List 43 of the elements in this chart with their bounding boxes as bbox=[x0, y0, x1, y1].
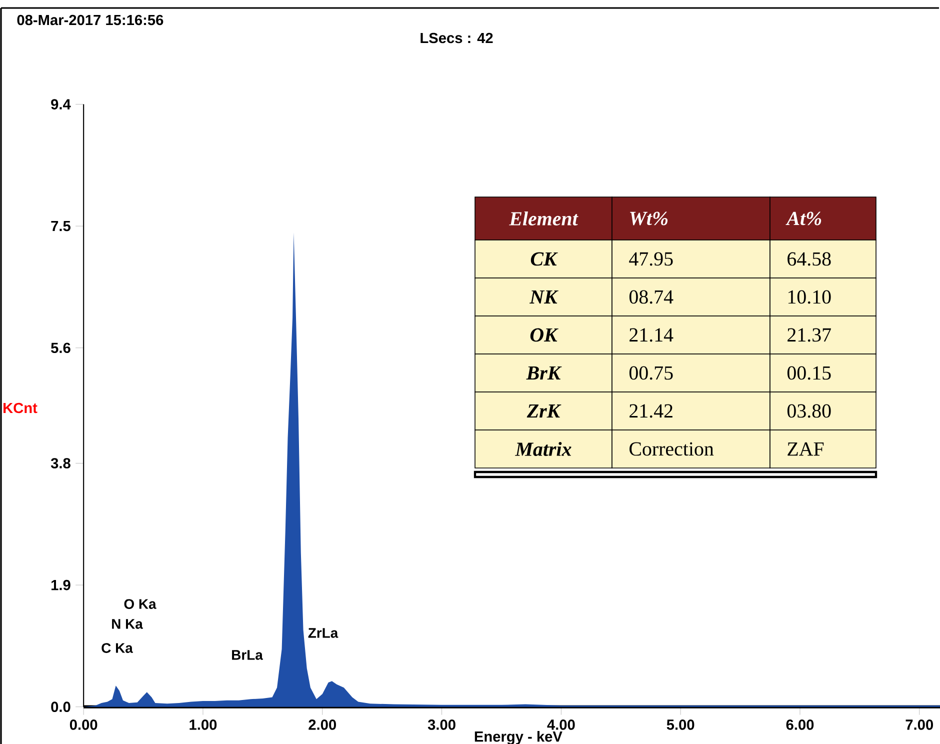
annotation: 03.80 bbox=[787, 404, 831, 418]
annotation: CK bbox=[530, 252, 558, 266]
annotation: 47.95 bbox=[629, 252, 673, 266]
annotation: 21.14 bbox=[630, 328, 674, 342]
annotation: 21.37 bbox=[788, 328, 831, 342]
annotation: O Ka bbox=[124, 599, 156, 609]
annotation: Element bbox=[509, 212, 578, 226]
annotation: Matrix bbox=[515, 442, 572, 456]
y-tick-label: 9.4 bbox=[51, 99, 71, 110]
text: LSecs : 42 bbox=[420, 32, 493, 44]
x-tick-label: 7.00 bbox=[906, 720, 933, 730]
annotation: At% bbox=[786, 212, 822, 226]
annotation: ZrLa bbox=[308, 628, 338, 638]
x-tick-label: 1.00 bbox=[190, 720, 217, 730]
annotation: BrK bbox=[526, 366, 562, 380]
x-tick-label: 5.00 bbox=[666, 720, 694, 730]
y-tick-label: 1.9 bbox=[51, 580, 70, 590]
annotation: C Ka bbox=[102, 643, 133, 653]
annotation: Wt% bbox=[630, 212, 668, 226]
y-tick-label: 3.8 bbox=[50, 458, 70, 468]
text: 08-Mar-2017 15:16:56 bbox=[17, 14, 164, 26]
x-tick-label: 3.00 bbox=[428, 720, 456, 730]
annotation: 10.10 bbox=[788, 290, 831, 304]
x-tick-label: 2.00 bbox=[308, 720, 336, 730]
y-tick-label: 0.0 bbox=[51, 702, 70, 712]
y-tick-label: 7.5 bbox=[51, 220, 70, 232]
annotation: Correction bbox=[630, 442, 714, 456]
x-tick-label: 6.00 bbox=[786, 720, 814, 730]
annotation: 00.15 bbox=[787, 366, 831, 380]
annotation: NK bbox=[529, 290, 558, 304]
annotation: ZrK bbox=[526, 404, 562, 418]
annotation: BrLa bbox=[232, 650, 263, 660]
annotation: 08.74 bbox=[629, 290, 674, 304]
y-tick-label: 5.6 bbox=[51, 342, 70, 354]
y-axis-title: KCnt bbox=[4, 402, 38, 414]
annotation: 21.42 bbox=[630, 404, 672, 418]
x-tick-label: 0.00 bbox=[70, 720, 98, 730]
annotation: ZAF bbox=[788, 442, 824, 456]
annotation: N Ka bbox=[112, 619, 143, 629]
x-tick-label: 4.00 bbox=[547, 720, 575, 730]
annotation: 00.75 bbox=[629, 366, 673, 380]
annotation: OK bbox=[530, 328, 558, 342]
annotation: 64.58 bbox=[788, 252, 831, 266]
